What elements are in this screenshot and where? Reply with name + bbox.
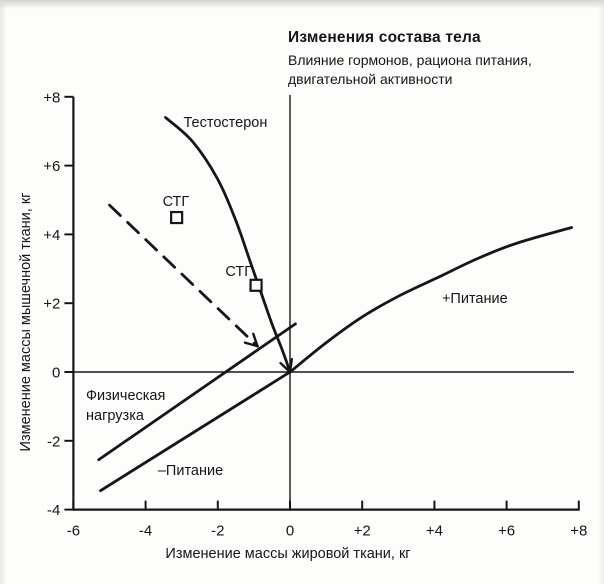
series-line-solid xyxy=(164,116,292,374)
x-tick-label: -4 xyxy=(139,523,152,540)
x-tick-label: 0 xyxy=(286,523,294,540)
chart-subtitle-line2: двигательной активности xyxy=(288,71,453,87)
square-marker xyxy=(249,278,263,292)
x-tick-label: +4 xyxy=(426,523,443,540)
series-line-solid xyxy=(288,226,573,374)
y-tick-label: +6 xyxy=(43,158,60,175)
y-axis-title: Изменение массы мышечной ткани, кг xyxy=(18,193,34,452)
curve-label: нагрузка xyxy=(86,408,145,424)
series-line-solid xyxy=(97,322,297,462)
curve-label: СТГ xyxy=(163,194,190,210)
x-axis-title: Изменение массы жировой ткани, кг xyxy=(165,546,410,562)
x-tick-label: -6 xyxy=(67,523,80,540)
curve-label: –Питание xyxy=(158,463,223,479)
x-tick-label: +8 xyxy=(570,523,587,540)
y-tick-label: 0 xyxy=(52,365,60,382)
y-tick-label: -2 xyxy=(47,433,60,450)
curve-label: СТГ xyxy=(225,264,252,280)
chart-subtitle-line1: Влияние гормонов, рациона питания, xyxy=(288,52,532,68)
curve-label: Физическая xyxy=(86,388,165,404)
x-tick-label: -2 xyxy=(211,523,224,540)
chart-title: Изменения состава тела xyxy=(288,29,481,46)
series-line-solid xyxy=(99,370,292,493)
arrowhead xyxy=(243,332,259,348)
y-tick-label: -4 xyxy=(47,502,60,519)
curve-label: Тестостерон xyxy=(184,115,268,131)
y-tick-label: +2 xyxy=(43,296,60,313)
series-line-dashed xyxy=(108,203,259,348)
y-tick-label: +8 xyxy=(43,89,60,106)
x-tick-label: +2 xyxy=(354,523,371,540)
chart-geometry: +8 +6 +4 +2 0 -2 -4 -6 -4 -2 0 +2 +4 +6 +8 Тестостерон С… xyxy=(43,89,587,539)
x-tick-label: +6 xyxy=(498,523,515,540)
curve-label: +Питание xyxy=(442,291,508,307)
y-tick-label: +4 xyxy=(43,227,60,244)
chart-subtitle: Влияние гормонов, рациона питания, двига… xyxy=(288,51,532,89)
square-marker xyxy=(170,210,184,225)
chart-header: Изменения состава тела Влияние гормонов,… xyxy=(288,28,532,89)
